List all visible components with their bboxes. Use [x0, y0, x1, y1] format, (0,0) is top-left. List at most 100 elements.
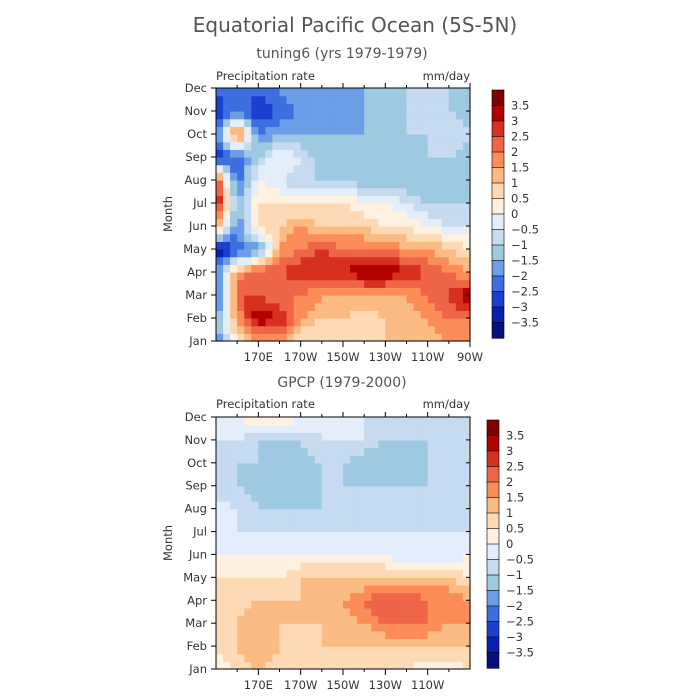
heatmap-cell: [427, 272, 436, 281]
heatmap-cell: [448, 88, 457, 97]
heatmap-cell: [237, 333, 245, 342]
heatmap-cell: [265, 249, 274, 258]
heatmap-cell: [328, 546, 337, 556]
heatmap-cell: [321, 272, 330, 281]
heatmap-cell: [350, 134, 358, 143]
heatmap-cell: [293, 646, 302, 655]
heatmap-cell: [314, 226, 323, 235]
heatmap-cell: [286, 195, 295, 204]
heatmap-cell: [265, 256, 274, 265]
heatmap-cell: [328, 592, 337, 601]
heatmap-cell: [462, 164, 471, 173]
heatmap-cell: [378, 295, 386, 304]
heatmap-cell: [448, 318, 457, 327]
heatmap-cell: [258, 600, 266, 609]
heatmap-cell: [335, 187, 344, 196]
heatmap-cell: [272, 432, 281, 441]
heatmap-cell: [392, 141, 401, 150]
heatmap-cell: [392, 569, 401, 578]
heatmap-cell: [335, 233, 344, 242]
heatmap-cell: [364, 577, 372, 586]
heatmap-cell: [293, 562, 302, 571]
heatmap-cell: [314, 172, 323, 181]
heatmap-cell: [286, 164, 295, 173]
heatmap-cell: [441, 638, 450, 647]
heatmap-cell: [448, 203, 457, 212]
heatmap-cell: [462, 432, 471, 441]
heatmap-cell: [385, 180, 393, 189]
heatmap-cell: [434, 141, 443, 150]
heatmap-cell: [434, 226, 443, 235]
heatmap-cell: [343, 470, 351, 479]
heatmap-cell: [321, 470, 330, 479]
heatmap-cell: [307, 562, 316, 571]
y-tick-label: Aug: [185, 173, 207, 187]
heatmap-cell: [357, 653, 365, 662]
heatmap-cell: [321, 592, 330, 601]
heatmap-cell: [321, 516, 330, 525]
heatmap-cell: [364, 539, 372, 548]
heatmap-cell: [307, 318, 316, 327]
heatmap-cell: [392, 432, 401, 441]
heatmap-cell: [251, 302, 259, 311]
heatmap-cell: [399, 523, 408, 533]
heatmap-cell: [434, 180, 443, 189]
heatmap-cell: [427, 134, 436, 143]
heatmap-cell: [328, 485, 337, 494]
heatmap-cell: [279, 180, 288, 189]
heatmap-cell: [371, 272, 379, 281]
heatmap-cell: [335, 141, 344, 150]
y-tick-label: Apr: [187, 593, 207, 607]
heatmap-cell: [321, 523, 330, 533]
heatmap-cell: [230, 295, 238, 304]
heatmap-cell: [223, 226, 231, 235]
heatmap-cell: [321, 126, 330, 135]
heatmap-cell: [328, 554, 337, 563]
heatmap-cell: [420, 88, 429, 97]
heatmap-cell: [448, 310, 457, 319]
heatmap-cell: [406, 592, 415, 601]
heatmap-cell: [385, 287, 393, 296]
heatmap-cell: [420, 478, 429, 487]
heatmap-cell: [244, 485, 252, 494]
heatmap-cell: [293, 501, 302, 510]
heatmap-cell: [357, 241, 365, 250]
heatmap-cell: [434, 187, 443, 196]
colorbar-swatch: [491, 136, 505, 153]
heatmap-cell: [293, 462, 302, 472]
heatmap-cell: [230, 653, 238, 662]
heatmap-cell: [392, 88, 401, 97]
heatmap-cell: [343, 233, 351, 242]
heatmap-cell: [230, 126, 238, 135]
heatmap-cell: [307, 508, 316, 517]
heatmap-cell: [350, 623, 358, 632]
heatmap-cell: [350, 539, 358, 548]
heatmap-cell: [448, 149, 457, 158]
heatmap-cell: [371, 126, 379, 135]
heatmap-cell: [216, 287, 224, 296]
heatmap-cell: [413, 103, 422, 112]
heatmap-cell: [427, 447, 436, 456]
heatmap-cell: [307, 546, 316, 556]
heatmap-cell: [314, 195, 323, 204]
heatmap-cell: [413, 523, 422, 533]
heatmap-cell: [357, 218, 365, 227]
heatmap-cell: [385, 508, 393, 517]
heatmap-cell: [230, 249, 238, 258]
heatmap-cell: [406, 318, 415, 327]
heatmap-cell: [335, 249, 344, 258]
heatmap-cell: [399, 295, 408, 304]
heatmap-cell: [230, 432, 238, 441]
heatmap-cell: [314, 546, 323, 556]
heatmap-cell: [448, 539, 457, 548]
heatmap-cell: [413, 333, 422, 342]
heatmap-cell: [434, 325, 443, 334]
heatmap-cell: [272, 607, 281, 617]
heatmap-cell: [350, 264, 358, 273]
heatmap-cell: [272, 447, 281, 456]
heatmap-cell: [462, 111, 471, 120]
heatmap-cell: [357, 272, 365, 281]
heatmap-cell: [371, 577, 379, 586]
heatmap-cell: [300, 646, 309, 655]
heatmap-cell: [357, 661, 365, 670]
